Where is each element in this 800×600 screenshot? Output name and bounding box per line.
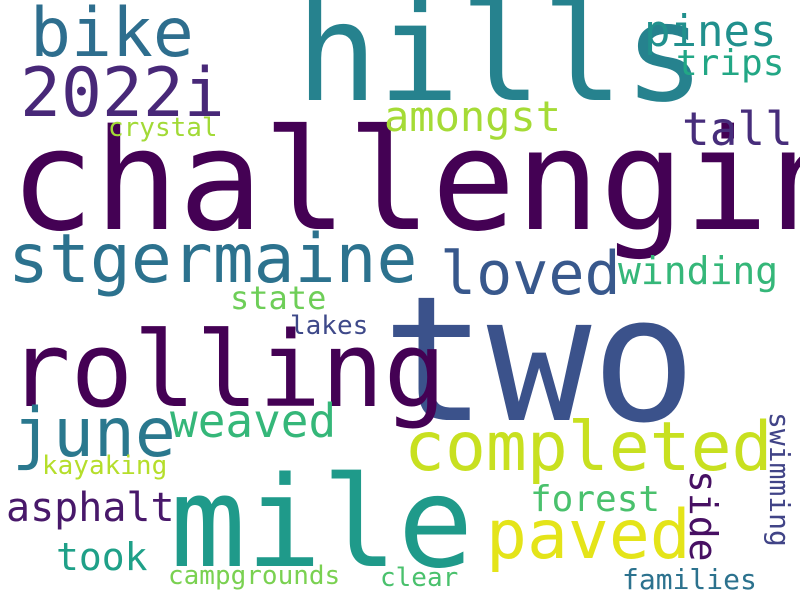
word-trips: trips (676, 43, 785, 84)
word-kayaking: kayaking (42, 451, 168, 481)
word-completed: completed (404, 408, 773, 487)
word-challenging: challenging (10, 100, 800, 263)
word-mile: mile (170, 449, 474, 596)
word-crystal: crystal (108, 113, 218, 143)
word-pines: pines (644, 6, 777, 57)
word-stgermaine: stgermaine (8, 220, 418, 299)
word-winding: winding (618, 249, 779, 293)
word-took: took (56, 535, 148, 579)
word-hills: hills (296, 0, 706, 133)
word-paved: paved (486, 496, 691, 575)
word-rolling: rolling (8, 309, 447, 431)
word-swimming: swimming (763, 412, 796, 547)
word-lakes: lakes (290, 311, 369, 341)
word-2022i: 2022i (20, 54, 225, 133)
word-state: state (230, 279, 327, 317)
word-june: june (12, 394, 176, 473)
word-tall: tall (682, 102, 793, 156)
word-bike: bike (30, 0, 194, 73)
word-amongst: amongst (384, 92, 562, 141)
word-families: families (622, 563, 757, 596)
word-clear: clear (380, 563, 459, 593)
word-loved: loved (440, 239, 621, 309)
word-weaved: weaved (170, 394, 337, 448)
word-side: side (681, 470, 725, 562)
word-campgrounds: campgrounds (168, 561, 341, 591)
word-asphalt: asphalt (6, 485, 175, 531)
word-forest: forest (530, 479, 661, 520)
word-two: two (382, 259, 697, 462)
